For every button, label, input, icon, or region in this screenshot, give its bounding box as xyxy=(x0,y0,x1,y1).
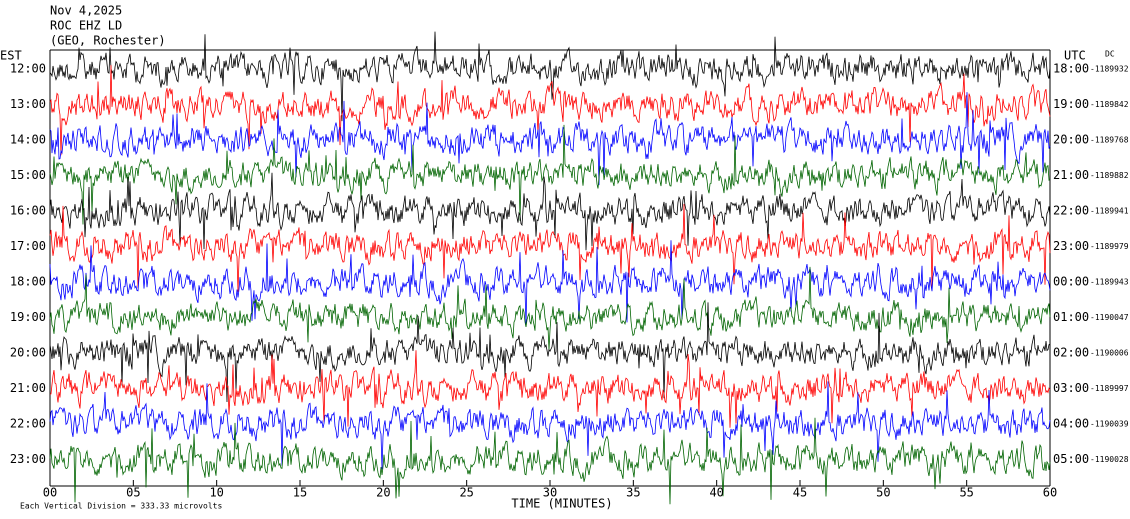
dc-value: -1189768 xyxy=(1090,136,1129,145)
est-label: 12:00 xyxy=(10,62,46,76)
dc-value: -1189997 xyxy=(1090,384,1129,393)
utc-label: 03:00 xyxy=(1053,381,1089,395)
est-label: 16:00 xyxy=(10,204,46,218)
est-label: 22:00 xyxy=(10,417,46,431)
x-tick-label: 45 xyxy=(793,486,807,500)
est-label: 18:00 xyxy=(10,275,46,289)
dc-value: -1189943 xyxy=(1090,278,1129,287)
est-label: 20:00 xyxy=(10,346,46,360)
trace xyxy=(49,92,1051,186)
trace xyxy=(49,266,1051,351)
utc-label: 02:00 xyxy=(1053,346,1089,360)
date: Nov 4,2025 xyxy=(50,4,122,18)
footer: Each Vertical Division = 333.33 microvol… xyxy=(20,502,222,511)
station: ROC EHZ LD xyxy=(50,19,122,33)
trace xyxy=(49,417,1051,505)
trace xyxy=(49,302,1051,403)
x-tick-label: 55 xyxy=(959,486,973,500)
x-tick-label: 20 xyxy=(376,486,390,500)
utc-label: 18:00 xyxy=(1053,62,1089,76)
est-label: 21:00 xyxy=(10,381,46,395)
dc-value: -1189842 xyxy=(1090,100,1129,109)
x-tick-label: 35 xyxy=(626,486,640,500)
utc-label: 22:00 xyxy=(1053,204,1089,218)
x-tick-label: 30 xyxy=(543,486,557,500)
est-label: 13:00 xyxy=(10,97,46,111)
dc-value: -1190047 xyxy=(1090,313,1129,322)
dc-value: -1189932 xyxy=(1090,65,1129,74)
dc-value: -1190028 xyxy=(1090,455,1129,464)
traces xyxy=(49,31,1051,505)
trace xyxy=(49,203,1051,292)
utc-label: 19:00 xyxy=(1053,97,1089,111)
utc-label: 21:00 xyxy=(1053,168,1089,182)
dc-value: -1189941 xyxy=(1090,207,1129,216)
x-tick-label: 40 xyxy=(709,486,723,500)
dc-value: -1189979 xyxy=(1090,242,1129,251)
utc-label: 00:00 xyxy=(1053,275,1089,289)
dc-value: -1190039 xyxy=(1090,420,1129,429)
x-tick-label: 10 xyxy=(209,486,223,500)
x-tick-label: 50 xyxy=(876,486,890,500)
trace xyxy=(49,65,1051,156)
utc-label: 20:00 xyxy=(1053,133,1089,147)
dc-label: DC xyxy=(1105,50,1115,59)
trace xyxy=(49,172,1051,251)
utc-label: 05:00 xyxy=(1053,452,1089,466)
utc-label: 04:00 xyxy=(1053,417,1089,431)
est-label: 23:00 xyxy=(10,452,46,466)
est-label: 19:00 xyxy=(10,310,46,324)
location: (GEO, Rochester) xyxy=(50,34,166,48)
utc-label: 23:00 xyxy=(1053,239,1089,253)
x-tick-label: 60 xyxy=(1043,486,1057,500)
utc-label: 01:00 xyxy=(1053,310,1089,324)
trace xyxy=(49,124,1051,225)
trace xyxy=(49,240,1051,327)
dc-value: -1190006 xyxy=(1090,349,1129,358)
right-zone: UTC xyxy=(1064,49,1086,63)
x-tick-label: 25 xyxy=(459,486,473,500)
dc-value: -1189882 xyxy=(1090,171,1129,180)
trace xyxy=(49,350,1051,428)
est-label: 17:00 xyxy=(10,239,46,253)
trace xyxy=(49,381,1051,470)
trace xyxy=(49,31,1051,122)
est-label: 15:00 xyxy=(10,168,46,182)
x-axis-label: TIME (MINUTES) xyxy=(511,497,612,511)
x-tick-label: 05 xyxy=(126,486,140,500)
x-tick-label: 00 xyxy=(43,486,57,500)
x-tick-label: 15 xyxy=(293,486,307,500)
est-label: 14:00 xyxy=(10,133,46,147)
left-zone: EST xyxy=(0,49,22,63)
